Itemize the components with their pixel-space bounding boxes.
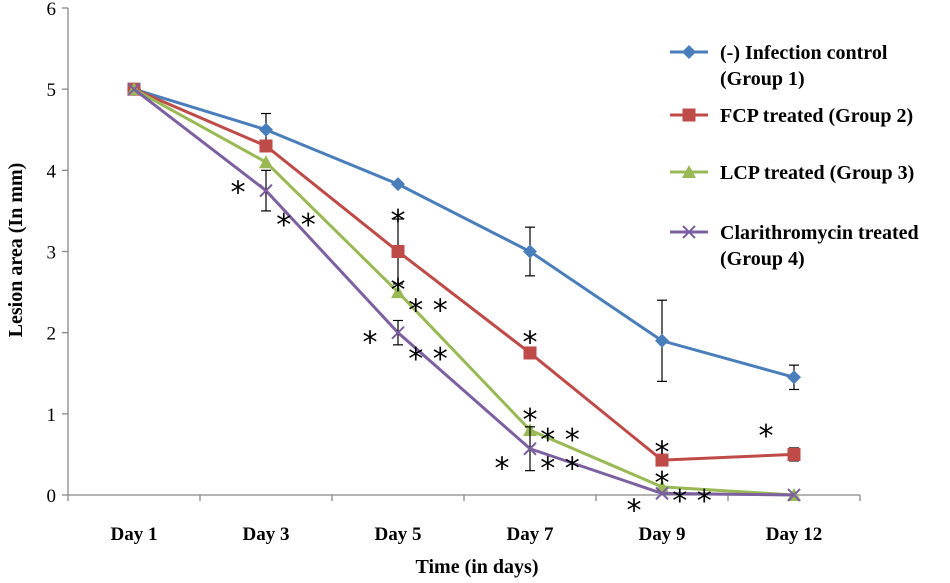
series-4 xyxy=(127,82,801,502)
data-point xyxy=(523,442,537,456)
significance-marker: * xyxy=(655,466,670,501)
legend-entry-3: LCP treated (Group 3) xyxy=(670,162,914,184)
legend-label: (-) Infection control xyxy=(720,42,888,64)
marker-stroke xyxy=(682,225,696,239)
significance-marker: * xyxy=(363,326,378,361)
x-axis: Day 1 Day 3 Day 5 Day 7 Day 9 Day 12 xyxy=(67,494,861,545)
significance-marker: * * xyxy=(540,452,580,487)
y-axis: 0 1 2 3 4 5 6 xyxy=(47,0,69,507)
x-axis-title: Time (in days) xyxy=(416,556,539,578)
legend-entry-2: FCP treated (Group 2) xyxy=(670,105,913,127)
marker-stroke xyxy=(523,442,537,456)
y-tick-label: 6 xyxy=(47,0,57,20)
marker-stroke xyxy=(391,325,405,340)
data-point xyxy=(787,370,801,385)
x-tick-label: Day 12 xyxy=(766,524,822,545)
data-point xyxy=(523,346,537,360)
significance-marker: * * xyxy=(408,342,448,377)
legend-label: (Group 1) xyxy=(720,68,805,90)
legend-entry-1: (-) Infection control (Group 1) xyxy=(670,42,888,90)
x-tick-label: Day 5 xyxy=(375,524,422,545)
significance-marker: * xyxy=(495,452,510,487)
significance-marker: * xyxy=(655,435,670,470)
x-tick-label: Day 1 xyxy=(111,524,158,545)
significance-marker: * * xyxy=(672,484,712,519)
legend: (-) Infection control (Group 1) FCP treate… xyxy=(670,42,919,270)
data-point xyxy=(391,325,405,340)
marker-stroke xyxy=(655,486,669,501)
data-point xyxy=(523,244,537,259)
marker-stroke xyxy=(787,488,801,502)
data-point xyxy=(391,245,405,258)
legend-swatch-marker xyxy=(682,165,696,178)
significance-marker: * * xyxy=(276,208,316,243)
x-tick-label: Day 9 xyxy=(639,524,686,545)
legend-label: Clarithromycin treated xyxy=(720,222,919,244)
significance-marker: * xyxy=(231,176,246,211)
legend-label: FCP treated (Group 2) xyxy=(720,105,913,127)
y-tick-label: 0 xyxy=(47,486,57,507)
significance-marker: * xyxy=(759,419,774,454)
data-point xyxy=(259,155,273,169)
annotation-layer: ** * *** ** * * *** ** * * *** *** xyxy=(231,176,774,529)
y-tick-label: 4 xyxy=(47,161,57,182)
series-line xyxy=(133,87,795,462)
y-axis-title: Lesion area (In mm) xyxy=(5,163,27,338)
legend-swatch-marker xyxy=(682,45,696,59)
significance-marker: * xyxy=(391,204,406,239)
significance-marker: * xyxy=(523,326,538,361)
significance-marker: * xyxy=(523,403,538,438)
y-tick-label: 2 xyxy=(47,324,57,345)
legend-label: LCP treated (Group 3) xyxy=(720,162,914,184)
data-point xyxy=(259,122,273,137)
data-point xyxy=(391,177,405,192)
legend-swatch-marker xyxy=(682,225,696,239)
data-point xyxy=(259,183,273,198)
data-point xyxy=(655,486,669,501)
marker-stroke xyxy=(259,183,273,198)
series-layer xyxy=(127,82,801,502)
x-tick-label: Day 7 xyxy=(507,524,554,545)
data-point xyxy=(787,447,801,461)
legend-label: (Group 4) xyxy=(720,248,805,270)
y-tick-label: 1 xyxy=(47,405,57,426)
legend-swatch-marker xyxy=(682,108,696,122)
data-point xyxy=(655,453,669,467)
data-point xyxy=(391,285,405,299)
legend-entry-4: Clarithromycin treated (Group 4) xyxy=(670,222,919,270)
significance-marker: * xyxy=(627,494,642,529)
series-line xyxy=(133,87,795,497)
data-point xyxy=(259,139,273,153)
y-tick-label: 3 xyxy=(47,243,57,264)
significance-marker: * * xyxy=(540,423,580,458)
x-tick-label: Day 3 xyxy=(243,524,290,545)
series-line xyxy=(133,87,795,497)
data-point xyxy=(127,82,141,96)
marker-stroke xyxy=(127,82,141,96)
series-3 xyxy=(127,82,801,501)
significance-marker: * * xyxy=(408,293,448,328)
data-point xyxy=(787,488,801,502)
data-point xyxy=(655,333,669,348)
series-line xyxy=(133,87,795,379)
significance-marker: * xyxy=(391,273,406,308)
y-tick-label: 5 xyxy=(47,80,57,101)
